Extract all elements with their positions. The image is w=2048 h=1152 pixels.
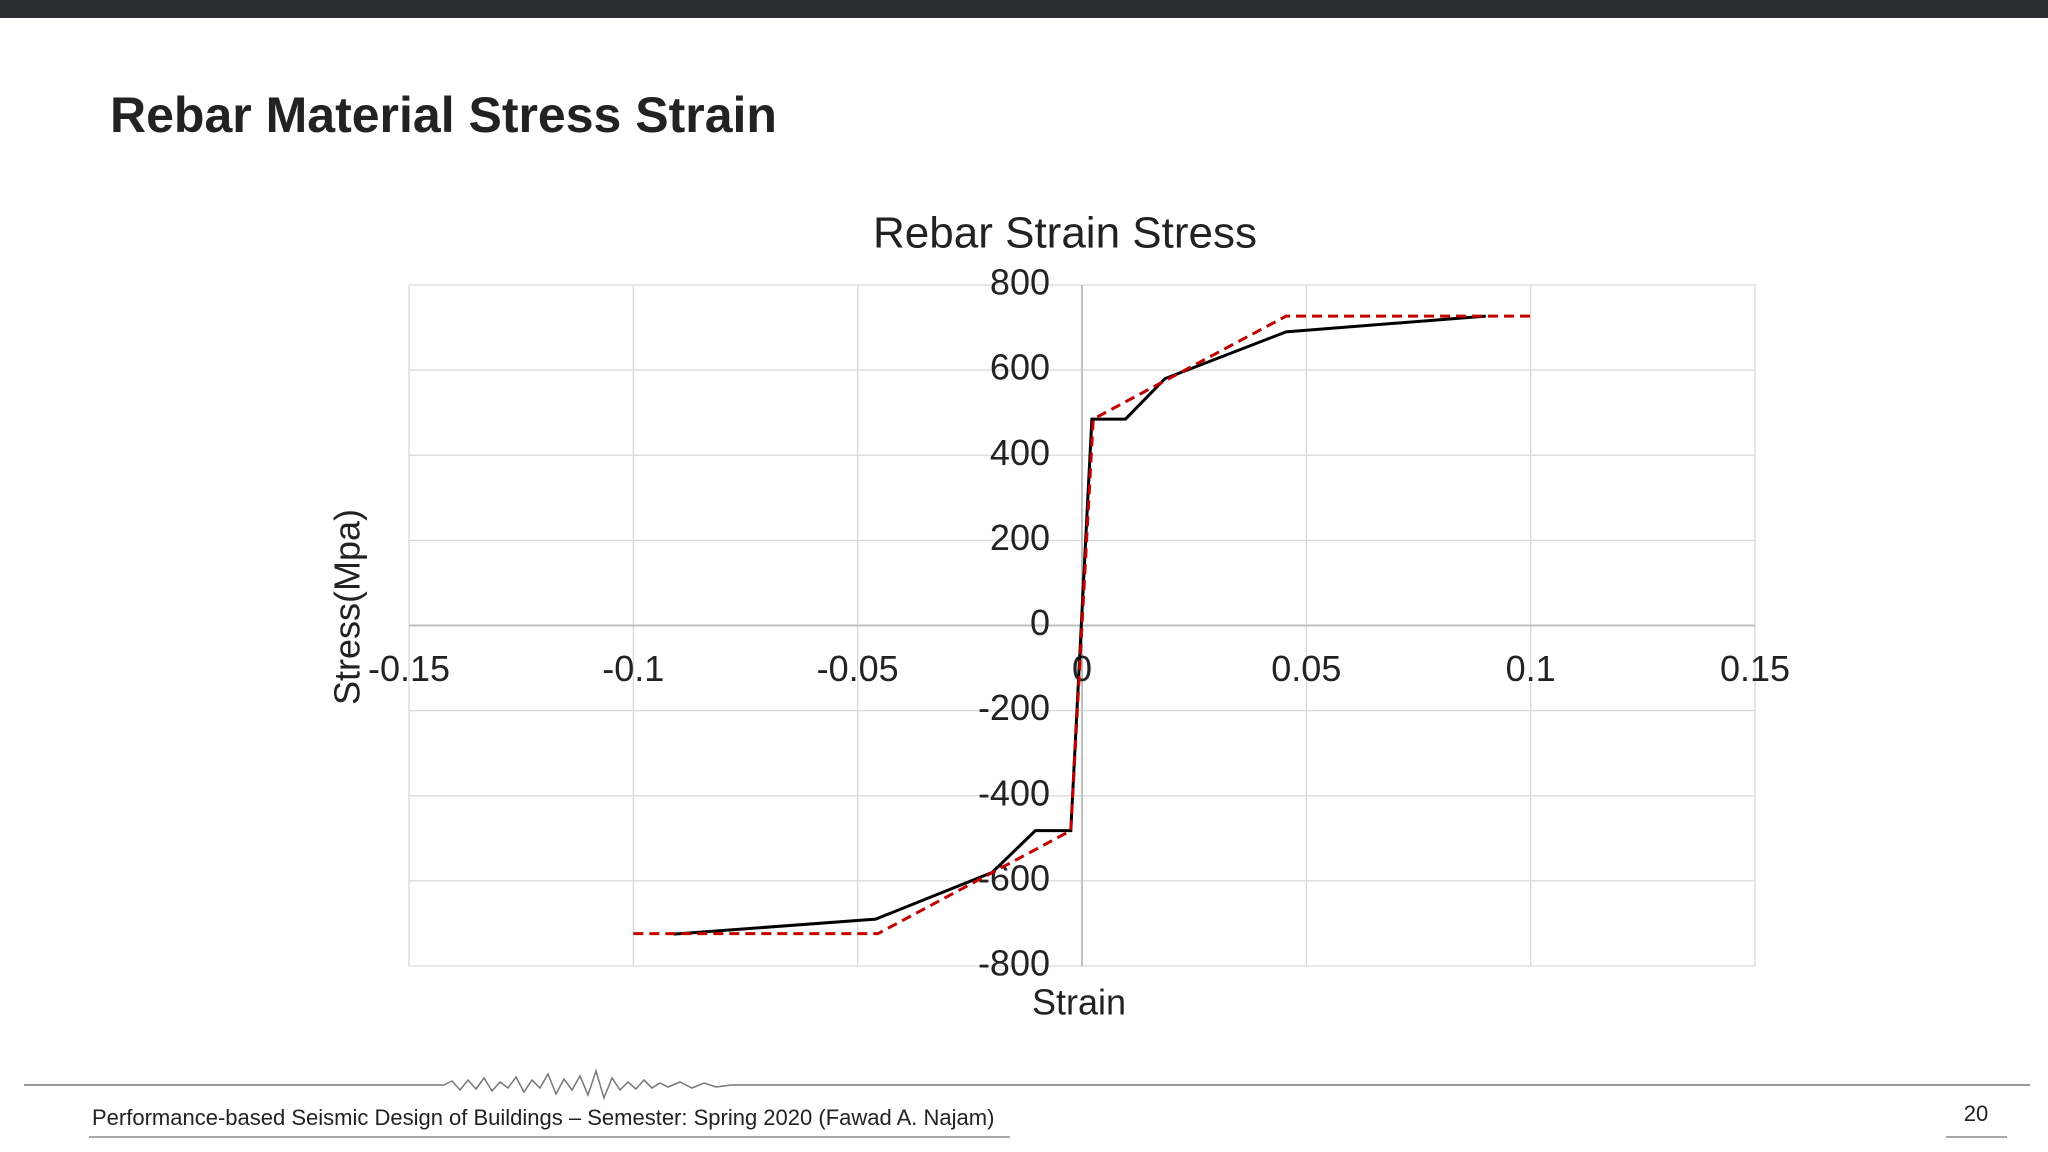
chart-title: Rebar Strain Stress [873,209,1257,258]
x-tick-label: -0.15 [368,648,450,689]
y-axis-label: Stress(Mpa) [327,509,368,705]
y-tick-label: 600 [990,347,1050,388]
y-tick-label: 200 [990,517,1050,558]
footer-text: Performance-based Seismic Design of Buil… [92,1105,994,1130]
slide-title: Rebar Material Stress Strain [110,87,777,143]
page-number: 20 [1964,1101,1988,1126]
y-tick-label: -800 [978,943,1050,984]
y-tick-label: 400 [990,432,1050,473]
y-tick-label: 0 [1030,602,1050,643]
x-tick-label: 0.15 [1720,648,1790,689]
y-tick-label: -200 [978,687,1050,728]
y-tick-label: -400 [978,772,1050,813]
y-tick-label: 800 [990,262,1050,303]
x-tick-label: 0 [1072,648,1092,689]
top-bar [0,0,2048,18]
x-axis-label: Strain [1032,982,1126,1023]
x-tick-label: -0.1 [602,648,664,689]
x-tick-label: 0.1 [1506,648,1556,689]
series-line [673,314,1486,936]
x-tick-label: 0.05 [1271,648,1341,689]
y-tick-label: -600 [978,857,1050,898]
x-tick-label: -0.05 [817,648,899,689]
seismic-line [24,1068,2030,1101]
plot-area: -0.15 -0.1 -0.05 0 0.05 0.1 0.15 -800 -600 -400 -2… [368,262,1790,984]
